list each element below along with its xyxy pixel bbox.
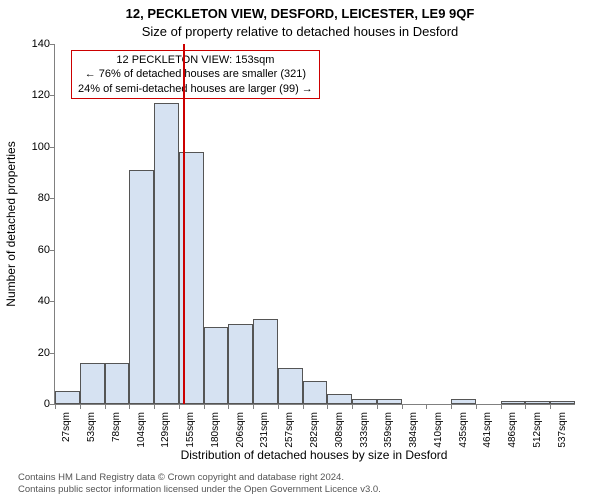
xtick-label: 231sqm: [259, 412, 270, 448]
xtick-label: 78sqm: [111, 412, 122, 442]
footer-line2: Contains public sector information licen…: [18, 484, 381, 496]
ytick-mark: [50, 250, 55, 251]
xtick-label: 282sqm: [309, 412, 320, 448]
xtick-label: 27sqm: [61, 412, 72, 442]
bar: [525, 401, 550, 404]
xtick-label: 359sqm: [383, 412, 394, 448]
chart-title: 12, PECKLETON VIEW, DESFORD, LEICESTER, …: [0, 6, 600, 21]
xtick-mark: [377, 404, 378, 409]
xtick-mark: [55, 404, 56, 409]
xtick-mark: [303, 404, 304, 409]
xtick-label: 333sqm: [359, 412, 370, 448]
bar: [228, 324, 253, 404]
bar: [278, 368, 303, 404]
bar: [501, 401, 526, 404]
bar: [129, 170, 154, 404]
xtick-label: 410sqm: [433, 412, 444, 448]
bar: [204, 327, 229, 404]
ytick-label: 60: [20, 244, 50, 256]
xtick-label: 537sqm: [557, 412, 568, 448]
xtick-mark: [179, 404, 180, 409]
bar: [352, 399, 377, 404]
annotation-line2: ← 76% of detached houses are smaller (32…: [78, 67, 313, 81]
xtick-mark: [105, 404, 106, 409]
xtick-mark: [204, 404, 205, 409]
annotation-line1: 12 PECKLETON VIEW: 153sqm: [78, 53, 313, 67]
x-axis-label: Distribution of detached houses by size …: [54, 448, 574, 462]
annotation-box: 12 PECKLETON VIEW: 153sqm ← 76% of detac…: [71, 50, 320, 99]
xtick-label: 384sqm: [408, 412, 419, 448]
xtick-label: 180sqm: [210, 412, 221, 448]
footer-line1: Contains HM Land Registry data © Crown c…: [18, 472, 381, 484]
bar: [105, 363, 130, 404]
xtick-mark: [278, 404, 279, 409]
xtick-label: 257sqm: [284, 412, 295, 448]
ytick-mark: [50, 301, 55, 302]
ytick-label: 0: [20, 398, 50, 410]
xtick-mark: [525, 404, 526, 409]
xtick-mark: [426, 404, 427, 409]
bar: [80, 363, 105, 404]
ytick-label: 20: [20, 347, 50, 359]
xtick-mark: [550, 404, 551, 409]
chart-subtitle: Size of property relative to detached ho…: [0, 24, 600, 39]
ytick-mark: [50, 95, 55, 96]
xtick-mark: [327, 404, 328, 409]
xtick-mark: [402, 404, 403, 409]
bar: [154, 103, 179, 404]
ytick-mark: [50, 198, 55, 199]
bar: [253, 319, 278, 404]
ytick-mark: [50, 353, 55, 354]
xtick-mark: [476, 404, 477, 409]
xtick-mark: [129, 404, 130, 409]
xtick-mark: [80, 404, 81, 409]
ytick-label: 140: [20, 38, 50, 50]
ytick-label: 80: [20, 192, 50, 204]
bar: [55, 391, 80, 404]
xtick-label: 486sqm: [507, 412, 518, 448]
xtick-label: 53sqm: [86, 412, 97, 442]
bar: [303, 381, 328, 404]
xtick-mark: [501, 404, 502, 409]
ytick-label: 120: [20, 89, 50, 101]
xtick-label: 308sqm: [334, 412, 345, 448]
footer: Contains HM Land Registry data © Crown c…: [18, 472, 381, 496]
ytick-label: 100: [20, 141, 50, 153]
xtick-mark: [154, 404, 155, 409]
chart-container: 12, PECKLETON VIEW, DESFORD, LEICESTER, …: [0, 0, 600, 500]
xtick-mark: [253, 404, 254, 409]
marker-line: [183, 44, 185, 404]
ytick-mark: [50, 44, 55, 45]
xtick-mark: [352, 404, 353, 409]
xtick-label: 461sqm: [482, 412, 493, 448]
xtick-label: 435sqm: [458, 412, 469, 448]
bar: [451, 399, 476, 404]
bar: [327, 394, 352, 404]
xtick-label: 512sqm: [532, 412, 543, 448]
ytick-label: 40: [20, 295, 50, 307]
xtick-mark: [228, 404, 229, 409]
plot-area: 12 PECKLETON VIEW: 153sqm ← 76% of detac…: [54, 44, 575, 405]
y-axis-label: Number of detached properties: [4, 44, 18, 404]
bar: [377, 399, 402, 404]
xtick-label: 206sqm: [235, 412, 246, 448]
bar: [550, 401, 575, 404]
ytick-mark: [50, 147, 55, 148]
annotation-line3: 24% of semi-detached houses are larger (…: [78, 82, 313, 96]
xtick-label: 104sqm: [136, 412, 147, 448]
xtick-mark: [451, 404, 452, 409]
xtick-label: 155sqm: [185, 412, 196, 448]
xtick-label: 129sqm: [160, 412, 171, 448]
